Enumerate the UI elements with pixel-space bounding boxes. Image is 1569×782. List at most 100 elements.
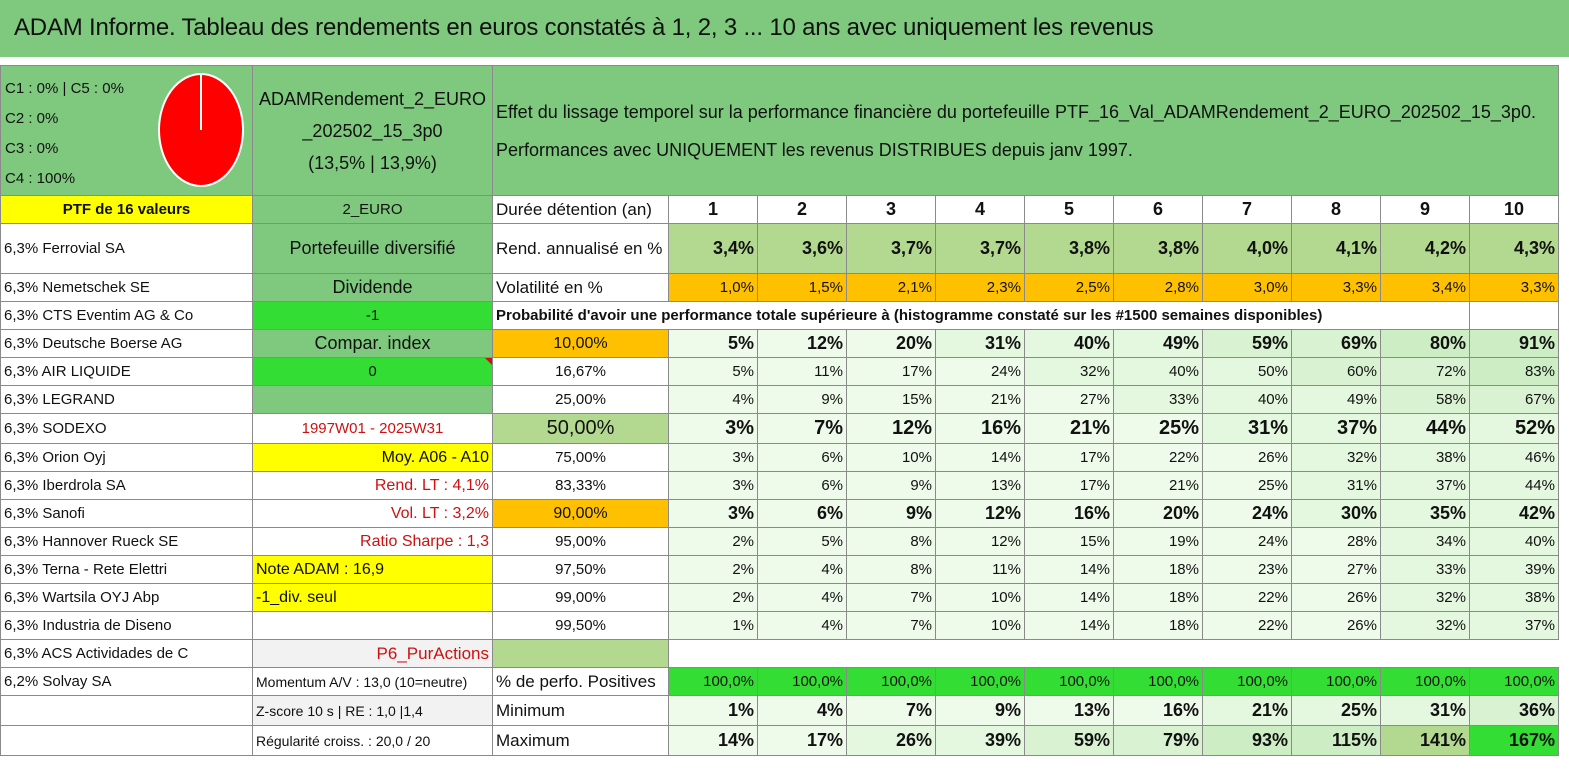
holding-row: 6,3% Ferrovial SA xyxy=(0,223,253,274)
probability-value: 9% xyxy=(757,385,847,414)
probability-value: 52% xyxy=(1469,413,1559,444)
maximum-value: 115% xyxy=(1291,725,1381,756)
probability-value: 38% xyxy=(1469,583,1559,612)
minimum-value: 16% xyxy=(1113,695,1203,726)
probability-value: 32% xyxy=(1380,583,1470,612)
probability-value: 10% xyxy=(846,443,936,472)
probability-value: 14% xyxy=(1024,555,1114,584)
probability-value: 38% xyxy=(1380,443,1470,472)
probability-value: 18% xyxy=(1113,611,1203,640)
probability-value: 27% xyxy=(1024,385,1114,414)
volatility-value: 2,1% xyxy=(846,273,936,302)
year-header: 4 xyxy=(935,195,1025,224)
probability-value: 23% xyxy=(1202,555,1292,584)
volatility-value: 1,5% xyxy=(757,273,847,302)
probability-value: 6% xyxy=(757,499,847,528)
description-line2: Performances avec UNIQUEMENT les revenus… xyxy=(496,139,1133,160)
probability-label: Probabilité d'avoir une performance tota… xyxy=(492,301,1470,330)
positive-perf-value: 100,0% xyxy=(935,667,1025,696)
probability-value: 24% xyxy=(1202,499,1292,528)
annual-return-value: 4,1% xyxy=(1291,223,1381,274)
volatility-label: Volatilité en % xyxy=(492,273,669,302)
year-header: 9 xyxy=(1380,195,1470,224)
probability-value: 26% xyxy=(1202,443,1292,472)
volatility-value: 2,8% xyxy=(1113,273,1203,302)
positive-perf-value: 100,0% xyxy=(757,667,847,696)
minimum-value: 13% xyxy=(1024,695,1114,726)
report-title-bar: ADAM Informe. Tableau des rendements en … xyxy=(0,0,1569,60)
volatility-value: 2,5% xyxy=(1024,273,1114,302)
maximum-value: 79% xyxy=(1113,725,1203,756)
positive-perf-value: 100,0% xyxy=(1380,667,1470,696)
probability-value: 67% xyxy=(1469,385,1559,414)
minimum-value: 31% xyxy=(1380,695,1470,726)
probability-value: 12% xyxy=(757,329,847,358)
probability-value: 3% xyxy=(668,499,758,528)
probability-value: 15% xyxy=(846,385,936,414)
probability-value: 69% xyxy=(1291,329,1381,358)
probability-value: 17% xyxy=(846,357,936,386)
year-header: 2 xyxy=(757,195,847,224)
probability-value: 2% xyxy=(668,527,758,556)
minimum-value: 25% xyxy=(1291,695,1381,726)
info-cell: 1997W01 - 2025W31 xyxy=(252,413,493,444)
year-header: 6 xyxy=(1113,195,1203,224)
probability-value: 25% xyxy=(1113,413,1203,444)
positive-perf-value: 100,0% xyxy=(1113,667,1203,696)
probability-value: 32% xyxy=(1380,611,1470,640)
fund-name-line1: ADAMRendement_2_EURO xyxy=(258,88,487,109)
info-cell: -1_div. seul xyxy=(252,583,493,612)
probability-value: 42% xyxy=(1469,499,1559,528)
report-title: ADAM Informe. Tableau des rendements en … xyxy=(14,14,1154,41)
holding-row: 6,3% Iberdrola SA xyxy=(0,471,253,500)
probability-value: 4% xyxy=(757,611,847,640)
info-cell xyxy=(252,385,493,414)
holding-row: 6,3% Hannover Rueck SE xyxy=(0,527,253,556)
info-cell: P6_PurActions xyxy=(252,639,493,668)
year-header: 1 xyxy=(668,195,758,224)
maximum-value: 17% xyxy=(757,725,847,756)
probability-value: 1% xyxy=(668,611,758,640)
category-label: 2_EURO xyxy=(252,195,493,224)
holding-row: 6,3% Terna - Rete Elettri xyxy=(0,555,253,584)
probability-value: 12% xyxy=(846,413,936,444)
probability-value: 20% xyxy=(846,329,936,358)
probability-threshold: 97,50% xyxy=(492,555,669,584)
annual-return-value: 3,4% xyxy=(668,223,758,274)
probability-value: 3% xyxy=(668,443,758,472)
probability-value: 39% xyxy=(1469,555,1559,584)
allocation-label: C3 : 0% xyxy=(5,140,59,157)
probability-value: 5% xyxy=(668,329,758,358)
probability-value: 12% xyxy=(935,527,1025,556)
probability-value: 18% xyxy=(1113,583,1203,612)
minimum-value: 36% xyxy=(1469,695,1559,726)
allocation-pie-cell: C1 : 0% | C5 : 0% C2 : 0% C3 : 0% C4 : 1… xyxy=(0,65,253,196)
annual-return-value: 4,0% xyxy=(1202,223,1292,274)
probability-value: 3% xyxy=(668,471,758,500)
probability-value: 15% xyxy=(1024,527,1114,556)
maximum-value: 14% xyxy=(668,725,758,756)
probability-value: 13% xyxy=(935,471,1025,500)
probability-value: 22% xyxy=(1113,443,1203,472)
volatility-value: 1,0% xyxy=(668,273,758,302)
probability-value: 21% xyxy=(935,385,1025,414)
probability-value: 32% xyxy=(1024,357,1114,386)
probability-value: 10% xyxy=(935,583,1025,612)
minimum-label: Minimum xyxy=(492,695,669,726)
probability-value: 5% xyxy=(668,357,758,386)
probability-value: 35% xyxy=(1380,499,1470,528)
probability-value: 5% xyxy=(757,527,847,556)
probability-value: 59% xyxy=(1202,329,1292,358)
volatility-value: 3,3% xyxy=(1291,273,1381,302)
probability-value: 22% xyxy=(1202,583,1292,612)
info-cell: Portefeuille diversifié xyxy=(252,223,493,274)
duration-label: Durée détention (an) xyxy=(492,195,669,224)
probability-value: 72% xyxy=(1380,357,1470,386)
probability-value: 46% xyxy=(1469,443,1559,472)
annual-return-label: Rend. annualisé en % xyxy=(492,223,669,274)
year-header: 5 xyxy=(1024,195,1114,224)
probability-value: 31% xyxy=(935,329,1025,358)
probability-value: 30% xyxy=(1291,499,1381,528)
probability-value: 24% xyxy=(935,357,1025,386)
empty-area xyxy=(669,640,1559,668)
